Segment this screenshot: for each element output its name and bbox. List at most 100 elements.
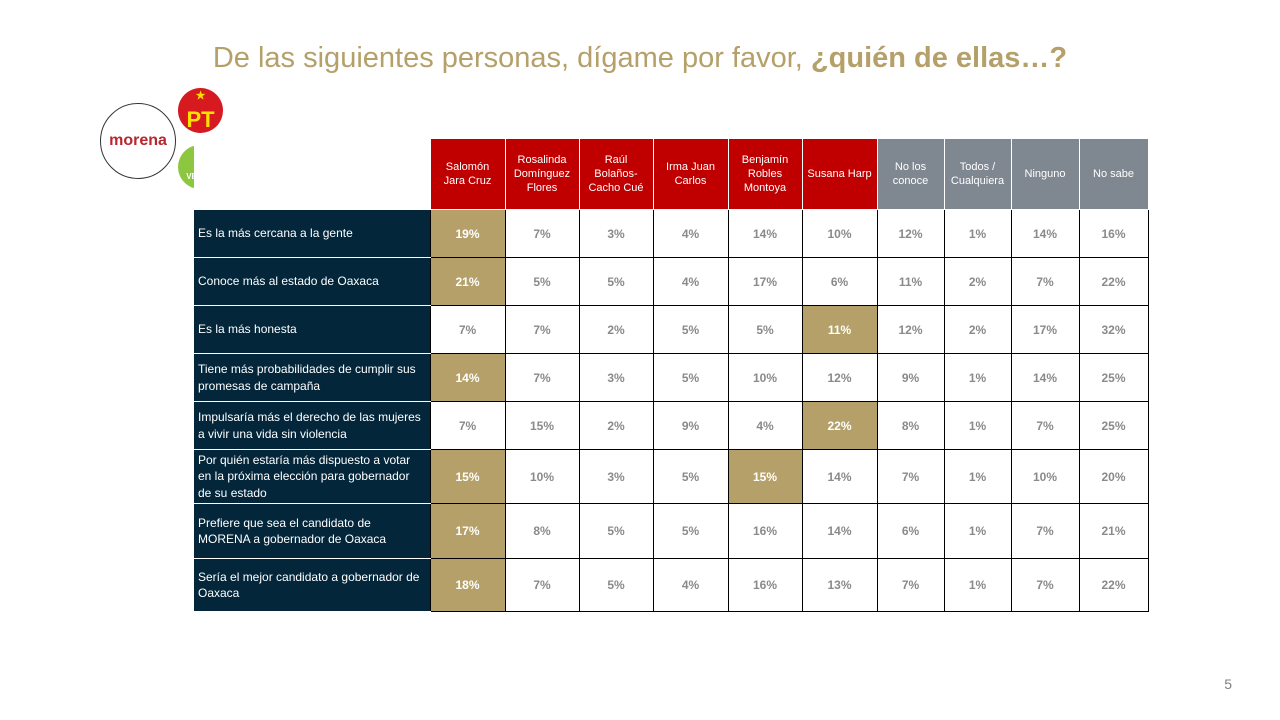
value-cell: 8%	[876, 401, 945, 450]
value-cell: 14%	[801, 503, 878, 559]
value-cell: 5%	[578, 503, 654, 559]
value-cell: 7%	[1010, 401, 1080, 450]
title-emphasis: ¿quién de ellas…?	[810, 42, 1068, 74]
value-cell: 4%	[652, 257, 729, 306]
column-header: No los conoce	[876, 138, 945, 210]
value-cell: 1%	[943, 209, 1012, 258]
value-cell: 14%	[801, 449, 878, 504]
value-cell: 7%	[429, 305, 506, 354]
value-cell: 16%	[1078, 209, 1149, 258]
value-cell: 14%	[727, 209, 803, 258]
value-cell: 15%	[504, 401, 580, 450]
value-cell: 1%	[943, 353, 1012, 402]
value-cell: 1%	[943, 503, 1012, 559]
value-cell: 4%	[652, 209, 729, 258]
value-cell: 1%	[943, 401, 1012, 450]
value-cell: 13%	[801, 558, 878, 612]
value-cell: 10%	[801, 209, 878, 258]
value-cell: 7%	[1010, 558, 1080, 612]
value-cell: 1%	[943, 449, 1012, 504]
value-cell: 7%	[504, 558, 580, 612]
value-cell: 25%	[1078, 353, 1149, 402]
value-cell: 10%	[504, 449, 580, 504]
value-cell: 18%	[429, 558, 506, 612]
pt-logo: ★ PT	[178, 88, 223, 133]
row-label: Tiene más probabilidades de cumplir sus …	[193, 353, 431, 402]
value-cell: 12%	[801, 353, 878, 402]
value-cell: 1%	[943, 558, 1012, 612]
value-cell: 6%	[801, 257, 878, 306]
value-cell: 20%	[1078, 449, 1149, 504]
value-cell: 21%	[1078, 503, 1149, 559]
column-header: Benjamín Robles Montoya	[727, 138, 803, 210]
value-cell: 8%	[504, 503, 580, 559]
table-row: Es la más cercana a la gente 19% 7% 3% 4% 14%…	[193, 209, 1149, 258]
value-cell: 4%	[727, 401, 803, 450]
value-cell: 12%	[876, 305, 945, 354]
page-number: 5	[1224, 676, 1232, 692]
table-row: Impulsaría más el derecho de las mujeres…	[193, 401, 1149, 450]
value-cell: 5%	[504, 257, 580, 306]
value-cell: 7%	[504, 305, 580, 354]
column-header: No sabe	[1078, 138, 1149, 210]
value-cell: 4%	[652, 558, 729, 612]
value-cell: 14%	[429, 353, 506, 402]
value-cell: 7%	[876, 558, 945, 612]
results-table: Salomón Jara Cruz Rosalinda Domínguez Flo…	[193, 138, 1149, 612]
value-cell: 5%	[652, 503, 729, 559]
value-cell: 7%	[1010, 503, 1080, 559]
value-cell: 7%	[504, 209, 580, 258]
value-cell: 10%	[1010, 449, 1080, 504]
row-label: Conoce más al estado de Oaxaca	[193, 257, 431, 306]
column-header: Rosalinda Domínguez Flores	[504, 138, 580, 210]
column-header: Todos / Cualquiera	[943, 138, 1012, 210]
row-label: Sería el mejor candidato a gobernador de…	[193, 558, 431, 612]
column-header: Ninguno	[1010, 138, 1080, 210]
column-header: Irma Juan Carlos	[652, 138, 729, 210]
header-blank	[193, 138, 430, 210]
value-cell: 9%	[876, 353, 945, 402]
value-cell: 25%	[1078, 401, 1149, 450]
value-cell: 7%	[876, 449, 945, 504]
value-cell: 14%	[1010, 353, 1080, 402]
value-cell: 16%	[727, 558, 803, 612]
star-icon: ★	[195, 90, 206, 102]
table-row: Tiene más probabilidades de cumplir sus …	[193, 353, 1149, 402]
header-row: Salomón Jara Cruz Rosalinda Domínguez Flo…	[193, 138, 1149, 210]
value-cell: 15%	[727, 449, 803, 504]
value-cell: 12%	[876, 209, 945, 258]
value-cell: 17%	[429, 503, 506, 559]
value-cell: 2%	[578, 305, 654, 354]
table-row: Prefiere que sea el candidato de MORENA …	[193, 503, 1149, 559]
column-header: Salomón Jara Cruz	[429, 138, 506, 210]
value-cell: 17%	[727, 257, 803, 306]
value-cell: 2%	[943, 257, 1012, 306]
title-text: De las siguientes personas, dígame por f…	[212, 42, 811, 74]
value-cell: 11%	[876, 257, 945, 306]
value-cell: 5%	[727, 305, 803, 354]
value-cell: 32%	[1078, 305, 1149, 354]
value-cell: 7%	[429, 401, 506, 450]
value-cell: 7%	[1010, 257, 1080, 306]
column-header: Susana Harp	[801, 138, 878, 210]
value-cell: 9%	[652, 401, 729, 450]
value-cell: 3%	[578, 209, 654, 258]
value-cell: 10%	[727, 353, 803, 402]
row-label: Es la más honesta	[193, 305, 431, 354]
row-label: Impulsaría más el derecho de las mujeres…	[193, 401, 431, 450]
row-label: Prefiere que sea el candidato de MORENA …	[193, 503, 431, 559]
value-cell: 21%	[429, 257, 506, 306]
value-cell: 3%	[578, 353, 654, 402]
value-cell: 2%	[943, 305, 1012, 354]
slide-title: De las siguientes personas, dígame por f…	[0, 42, 1280, 75]
table-row: Conoce más al estado de Oaxaca 21% 5% 5% 4% 1…	[193, 257, 1149, 306]
value-cell: 16%	[727, 503, 803, 559]
value-cell: 22%	[1078, 558, 1149, 612]
row-label: Por quién estaría más dispuesto a votar …	[193, 449, 431, 504]
table-row: Es la más honesta 7% 7% 2% 5% 5% 11% 12% 2% 17% 32…	[193, 305, 1149, 354]
value-cell: 3%	[578, 449, 654, 504]
value-cell: 11%	[801, 305, 878, 354]
value-cell: 7%	[504, 353, 580, 402]
value-cell: 22%	[801, 401, 878, 450]
value-cell: 5%	[652, 305, 729, 354]
